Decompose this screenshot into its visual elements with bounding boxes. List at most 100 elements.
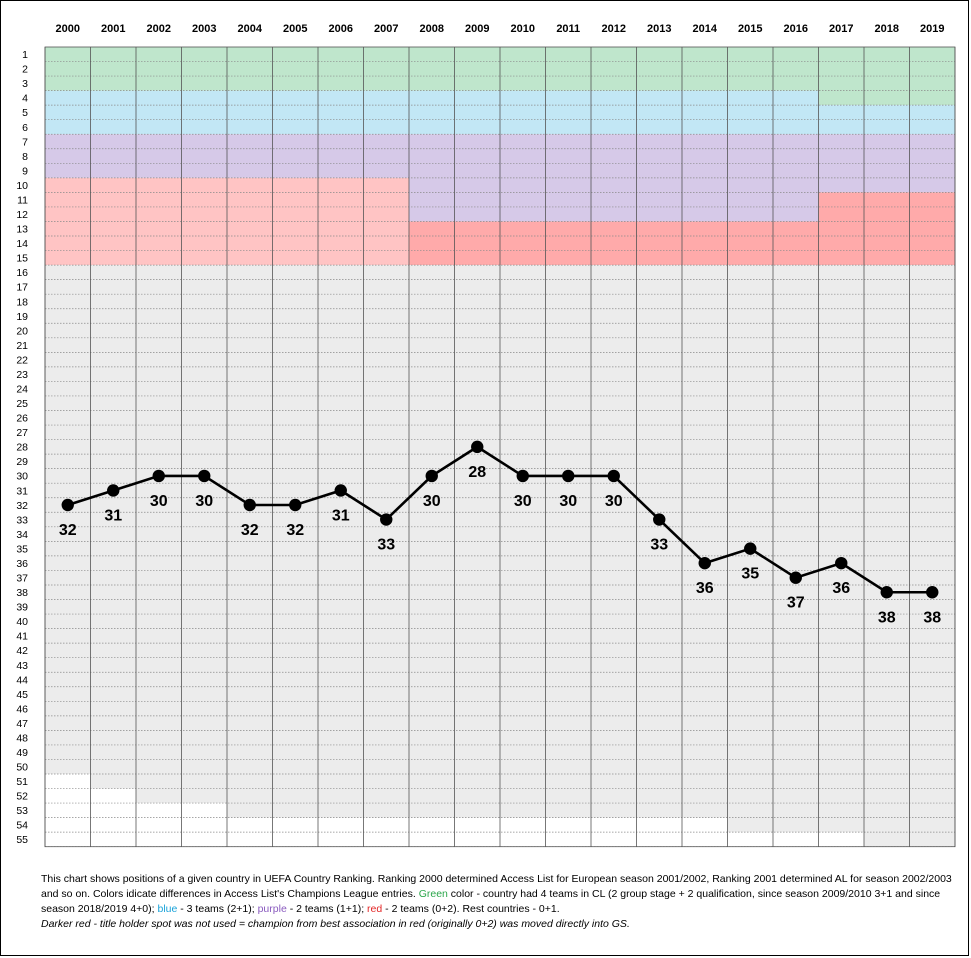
data-point [107,484,120,497]
zone-green-2016 [773,47,819,91]
zone-blue-2002 [136,90,182,135]
data-point [471,440,484,454]
zone-green-2002 [136,47,182,91]
zone-blue-2014 [682,90,728,135]
zone-green-2010 [500,47,546,91]
data-point [789,571,802,584]
rank-label: 4 [22,93,28,105]
zone-rest-2014 [682,265,728,818]
zone-rest-2019 [909,265,955,847]
data-point [243,498,256,512]
rank-label: 13 [16,224,28,236]
data-label: 32 [241,522,259,539]
rank-label: 20 [16,325,28,337]
rank-label: 47 [16,718,28,730]
rank-label: 44 [16,674,28,686]
zone-red-2000 [45,177,91,266]
year-label: 2016 [784,23,808,35]
rank-label: 9 [22,165,28,177]
zone-purple-2001 [90,134,136,178]
zone-blue-2005 [272,90,318,135]
zone-green-2012 [591,47,637,91]
data-point [744,542,757,555]
zone-darkred-2018 [864,192,910,266]
year-label: 2008 [420,23,444,35]
rank-label: 54 [16,820,28,832]
year-label: 2019 [920,23,944,35]
rank-label: 48 [16,732,28,744]
rank-label: 19 [16,311,28,323]
zone-rest-2013 [636,265,682,818]
year-label: 2014 [693,23,718,35]
chart-caption: This chart shows positions of a given co… [41,872,956,932]
year-label: 2009 [465,23,489,35]
rank-label: 28 [16,442,28,454]
rank-label: 36 [16,558,28,570]
zone-blue-2013 [636,90,682,135]
zone-green-2019 [909,47,955,106]
zone-darkred-2016 [773,221,819,266]
zone-darkred-2014 [682,221,728,266]
rank-label: 27 [16,427,28,439]
data-label: 37 [787,595,805,612]
zone-blue-2011 [545,90,591,135]
zone-rest-2018 [864,265,910,847]
zone-purple-2014 [682,134,728,222]
data-point [653,513,666,526]
year-label: 2000 [56,23,80,35]
year-label: 2007 [374,23,398,35]
data-label: 35 [741,566,759,583]
zone-rest-2002 [136,265,182,804]
data-label: 30 [150,493,168,510]
caption-purple-word: purple [257,903,287,915]
year-label: 2004 [238,23,263,35]
data-point [152,469,165,483]
rank-label: 35 [16,543,28,555]
data-point [61,498,74,512]
zone-blue-2010 [500,90,546,135]
zone-rest-2008 [409,265,455,818]
zone-darkred-2008 [409,221,455,266]
data-label: 30 [514,493,532,510]
zone-blue-2018 [864,105,910,135]
plot-border [44,46,956,848]
caption-red-word: red [367,903,383,915]
zone-blue-2012 [591,90,637,135]
zone-purple-2007 [363,134,409,178]
data-label: 31 [332,507,350,524]
rank-label: 5 [22,107,28,119]
data-label: 30 [195,493,213,510]
year-label: 2018 [875,23,899,35]
ranking-chart: 2000 2001 2002 2003 2004 2005 2006 2007 2008 2009… [16,23,956,848]
rank-label: 55 [16,834,28,846]
rank-label: 22 [16,354,28,366]
data-point [289,498,302,512]
zone-purple-2006 [318,134,364,178]
zone-darkred-2012 [591,221,637,266]
rank-label: 37 [16,573,28,585]
zone-blue-2001 [90,90,136,135]
zone-green-2004 [227,47,273,91]
year-label: 2010 [511,23,535,35]
rank-label: 38 [16,587,28,599]
zone-darkred-2015 [727,221,773,266]
data-point [516,469,529,483]
year-label: 2015 [738,23,762,35]
zone-blue-2016 [773,90,819,135]
year-label: 2005 [283,23,307,35]
zone-darkred-2017 [818,192,864,266]
rank-label: 24 [16,383,28,395]
zone-purple-2008 [409,134,455,222]
rank-label: 26 [16,413,28,425]
rank-label: 30 [16,471,28,483]
zone-purple-2018 [864,134,910,193]
rank-label: 39 [16,602,28,614]
zone-purple-2013 [636,134,682,222]
zone-blue-2009 [454,90,500,135]
zone-green-2011 [545,47,591,91]
rank-label: 1 [22,49,28,61]
caption-green-word: Green [418,888,448,900]
zone-blue-2006 [318,90,364,135]
data-label: 31 [104,507,122,524]
rank-label: 18 [16,296,28,308]
